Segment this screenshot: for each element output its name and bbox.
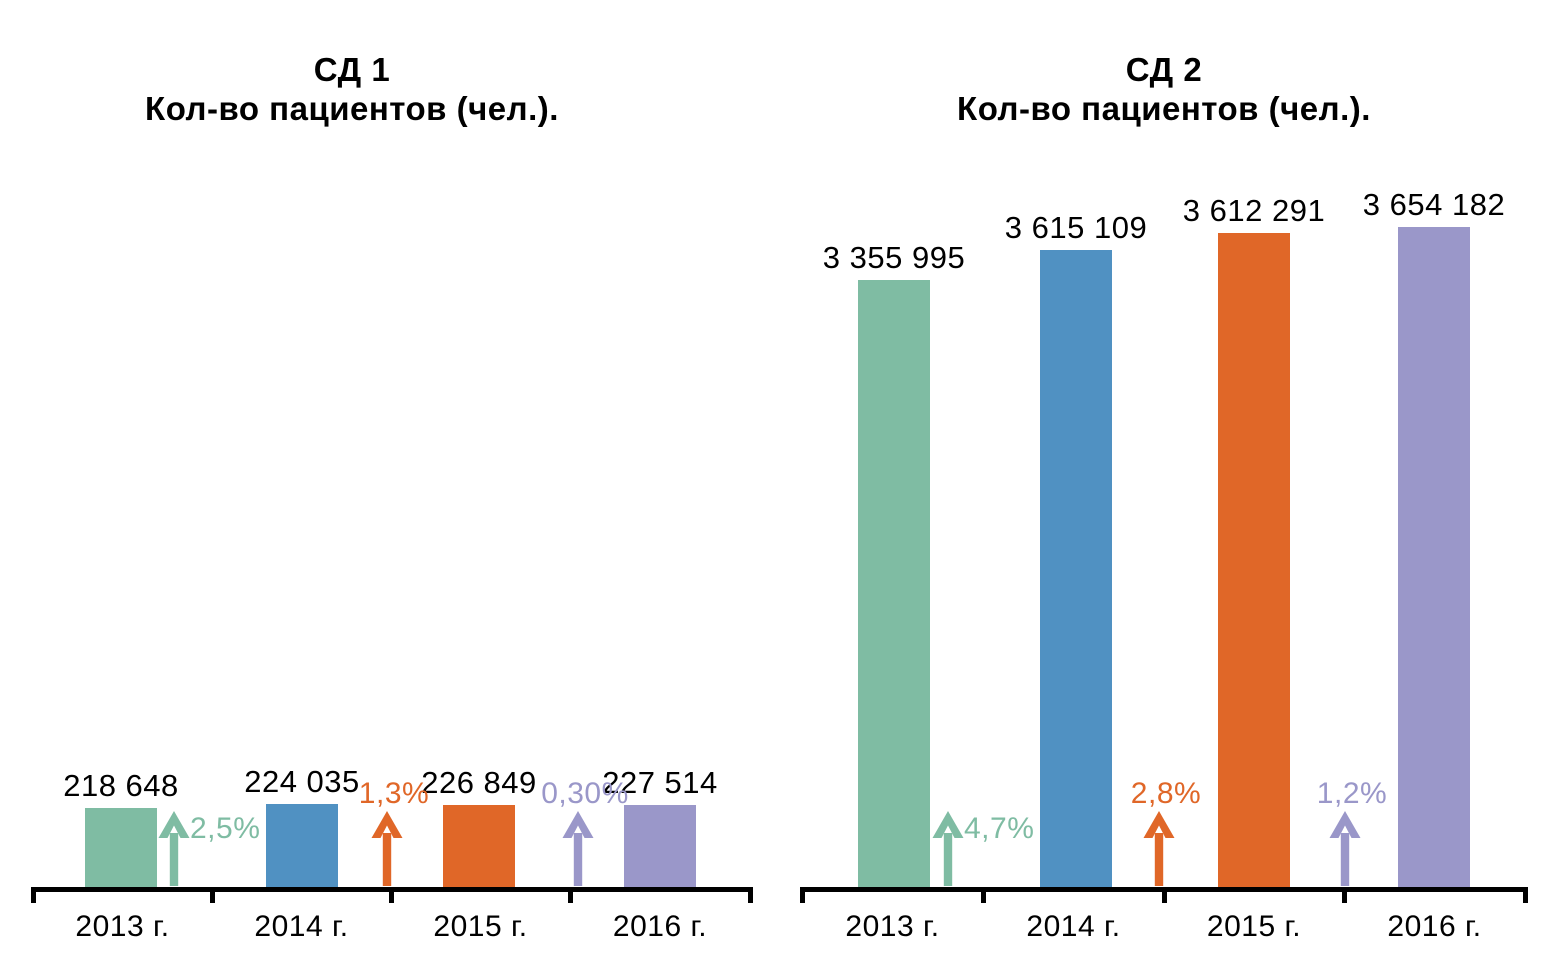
- bar-value-label: 3 654 182: [1362, 187, 1506, 222]
- bar-2016: [1398, 227, 1470, 888]
- growth-percent-label: 2,8%: [1130, 777, 1202, 810]
- x-axis-label: 2015 г.: [433, 910, 528, 943]
- axis-tick: [1342, 887, 1347, 903]
- x-axis-label: 2014 г.: [254, 910, 349, 943]
- bar-value-label: 3 355 995: [822, 240, 966, 275]
- axis-tick: [748, 887, 753, 903]
- bar-2013: [858, 280, 930, 888]
- growth-percent-label: 1,3%: [358, 777, 430, 810]
- bar-2015: [1218, 233, 1290, 888]
- x-axis-label: 2013 г.: [845, 910, 940, 943]
- x-axis-label: 2013 г.: [75, 910, 170, 943]
- bar-2015: [443, 805, 515, 888]
- chart-title: СД 1 Кол-во пациентов (чел.).: [42, 50, 662, 128]
- bar-value-label: 218 648: [63, 768, 179, 803]
- bar-value-label: 226 849: [421, 765, 537, 800]
- axis-tick: [210, 887, 215, 903]
- bar-value-label: 3 612 291: [1182, 193, 1326, 228]
- growth-arrow-icon: [371, 811, 403, 886]
- growth-arrow-icon: [1329, 811, 1361, 886]
- bar-value-label: 3 615 109: [1004, 210, 1148, 245]
- axis-tick: [800, 887, 805, 903]
- bar-2016: [624, 805, 696, 888]
- growth-arrow-icon: [932, 811, 964, 886]
- chart-title-line1: СД 1: [313, 51, 391, 88]
- x-axis-label: 2015 г.: [1206, 910, 1302, 943]
- axis-tick: [981, 887, 986, 903]
- axis-tick: [1162, 887, 1167, 903]
- axis-tick: [389, 887, 394, 903]
- x-axis-label: 2016 г.: [612, 910, 708, 943]
- bar-2014: [266, 804, 338, 888]
- chart-title: СД 2 Кол-во пациентов (чел.).: [854, 50, 1474, 128]
- bar-2013: [85, 808, 157, 888]
- axis-tick: [568, 887, 573, 903]
- chart-title-line1: СД 2: [1125, 51, 1203, 88]
- growth-arrow-icon: [1143, 811, 1175, 886]
- growth-percent-label: 0,30%: [541, 777, 629, 810]
- bar-value-label: 227 514: [602, 765, 718, 800]
- axis-tick: [1523, 887, 1528, 903]
- chart-title-line2: Кол-во пациентов (чел.).: [145, 90, 559, 127]
- bar-2014: [1040, 250, 1112, 888]
- growth-percent-label: 1,2%: [1316, 777, 1388, 810]
- growth-percent-label: 2,5%: [190, 812, 261, 845]
- growth-arrow-icon: [158, 811, 190, 886]
- growth-percent-label: 4,7%: [964, 812, 1035, 845]
- axis-tick: [31, 887, 36, 903]
- x-axis-label: 2016 г.: [1387, 910, 1482, 943]
- bar-value-label: 224 035: [244, 764, 360, 799]
- chart-title-line2: Кол-во пациентов (чел.).: [957, 90, 1371, 127]
- x-axis-label: 2014 г.: [1026, 910, 1121, 943]
- growth-arrow-icon: [562, 811, 594, 886]
